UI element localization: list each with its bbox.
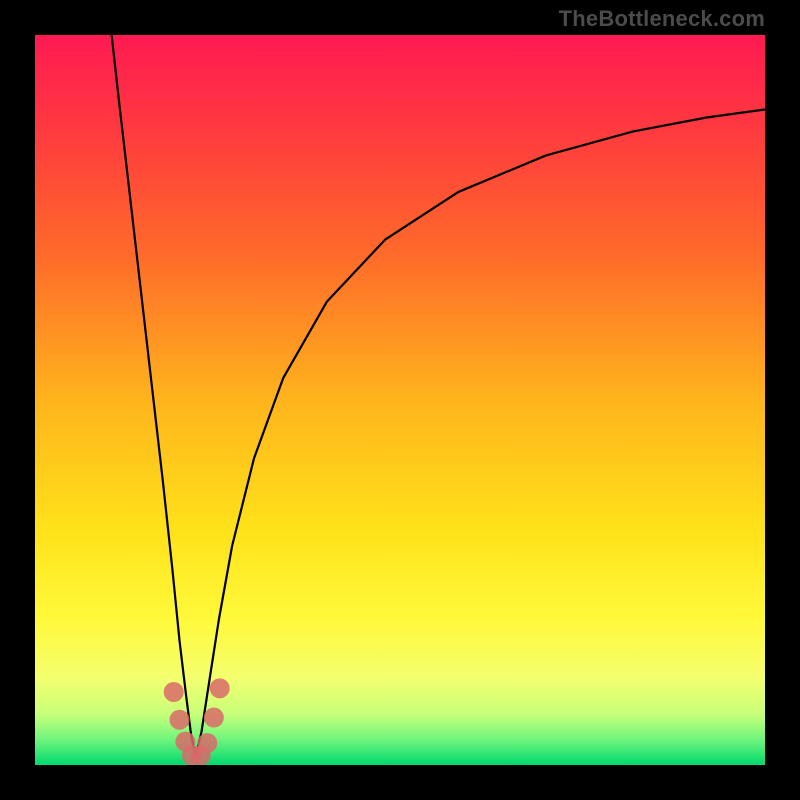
plot-area (35, 35, 765, 765)
figure-stage: TheBottleneck.com (0, 0, 800, 800)
marker-point (197, 733, 217, 753)
watermark-text: TheBottleneck.com (559, 6, 765, 32)
chart-svg (35, 35, 765, 765)
plot-background (35, 35, 765, 765)
marker-point (210, 678, 230, 698)
marker-point (204, 708, 224, 728)
marker-point (170, 710, 190, 730)
marker-point (164, 682, 184, 702)
